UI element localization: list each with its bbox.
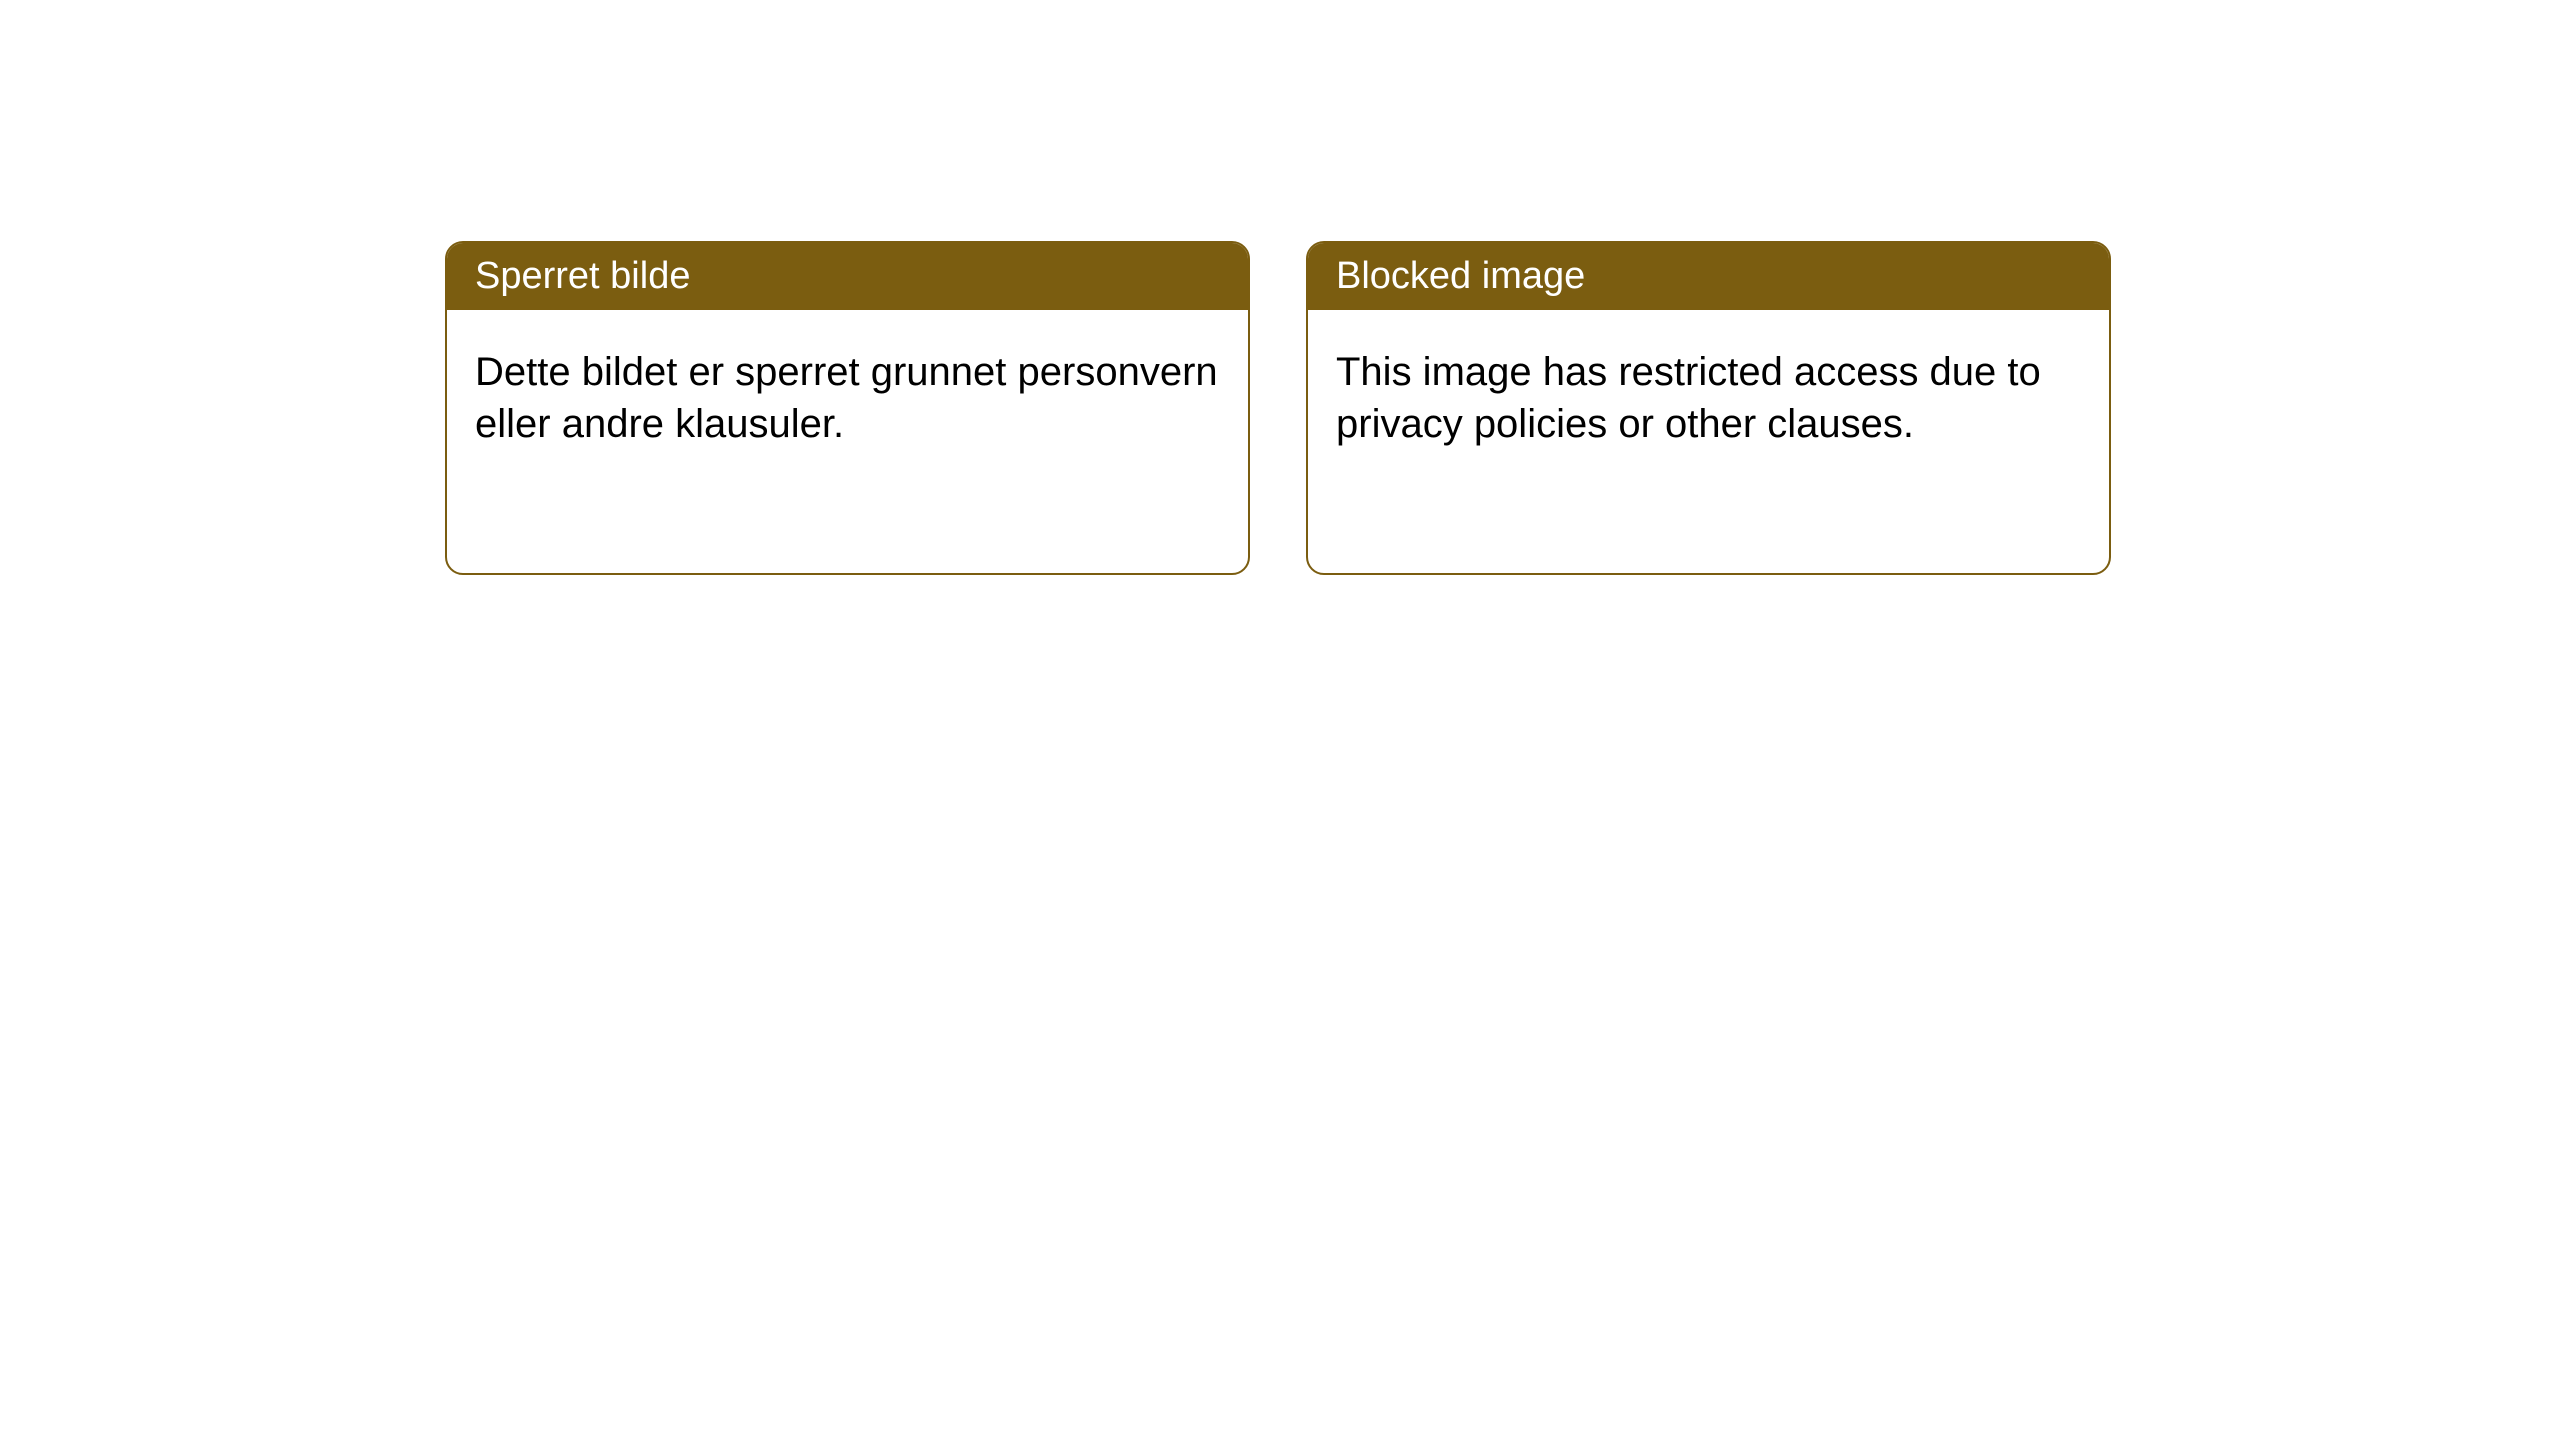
card-body: This image has restricted access due to … (1308, 310, 2109, 486)
card-title: Sperret bilde (475, 255, 690, 297)
card-body: Dette bildet er sperret grunnet personve… (447, 310, 1248, 486)
blocked-image-card-no: Sperret bilde Dette bildet er sperret gr… (445, 241, 1250, 575)
cards-container: Sperret bilde Dette bildet er sperret gr… (0, 0, 2560, 575)
card-header: Sperret bilde (447, 243, 1248, 310)
card-title: Blocked image (1336, 255, 1585, 297)
card-header: Blocked image (1308, 243, 2109, 310)
card-body-text: This image has restricted access due to … (1336, 350, 2041, 446)
blocked-image-card-en: Blocked image This image has restricted … (1306, 241, 2111, 575)
card-body-text: Dette bildet er sperret grunnet personve… (475, 350, 1218, 446)
